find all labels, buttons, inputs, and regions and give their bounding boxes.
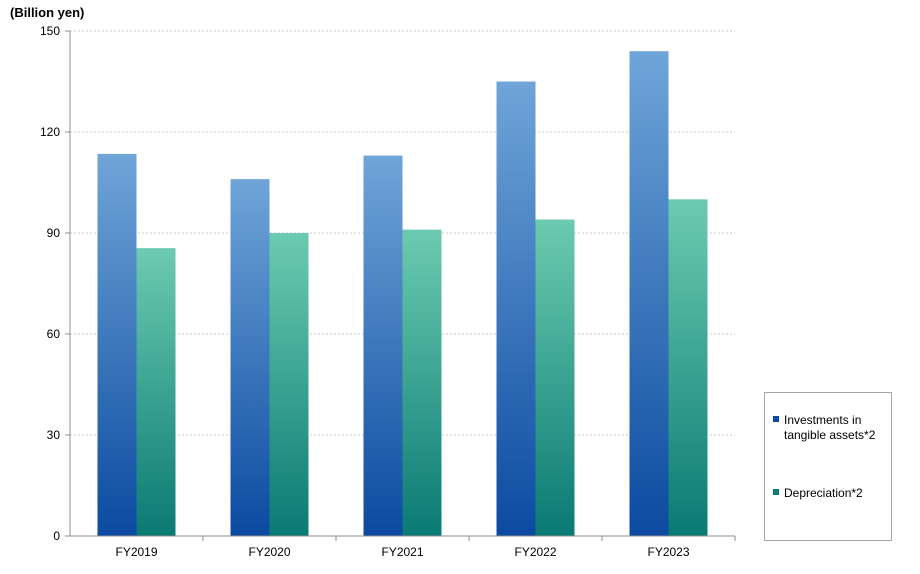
y-tick-label: 90 [47,226,61,240]
legend-swatch-investments [773,416,779,422]
bar-investments [230,179,270,536]
y-tick-label: 30 [47,428,61,442]
legend-item-depreciation: Depreciation*2 [773,486,888,501]
y-tick-label: 60 [47,327,61,341]
x-tick-label: FY2021 [381,545,423,559]
legend-label-depreciation: Depreciation*2 [784,486,863,500]
legend-swatch-depreciation [773,489,779,495]
bar-depreciation [402,229,442,536]
y-tick-label: 120 [40,125,60,139]
chart-legend: Investments in tangible assets*2 Depreci… [764,392,892,541]
y-axis-unit-label: (Billion yen) [10,5,85,20]
legend-item-investments: Investments in tangible assets*2 [773,413,888,443]
bar-depreciation [269,233,309,536]
y-tick-label: 0 [53,529,60,543]
bar-investments [496,81,536,536]
bar-investments [629,51,669,536]
bar-depreciation [668,199,708,537]
x-tick-label: FY2019 [115,545,157,559]
x-tick-label: FY2020 [248,545,290,559]
y-tick-label: 150 [40,24,60,38]
legend-label-investments: Investments in tangible assets*2 [784,413,876,442]
x-tick-label: FY2023 [647,545,689,559]
bar-investments [363,155,403,537]
x-tick-label: FY2022 [514,545,556,559]
bar-depreciation [136,248,176,536]
bar-investments [97,153,137,536]
bar-depreciation [535,219,575,537]
